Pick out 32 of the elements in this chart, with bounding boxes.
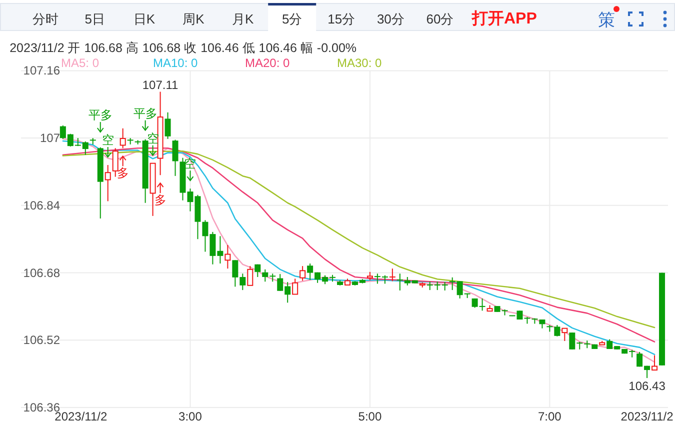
tab-label: 5分 <box>282 12 302 26</box>
tab-label: 分时 <box>32 12 59 26</box>
tab-label: 60分 <box>426 12 454 26</box>
button-label: 策 <box>598 10 615 30</box>
y-tick-label: 106.68 <box>23 266 60 280</box>
legend-label: MA20: 0 <box>245 56 290 70</box>
tab-label: 日K <box>133 12 156 26</box>
link-label: 打开APP <box>472 10 537 28</box>
x-tick-label: 3:00 <box>178 410 202 424</box>
legend-label: MA10: 0 <box>153 56 198 70</box>
signal-label: 平多 <box>133 106 158 120</box>
y-tick-label: 107.16 <box>23 64 60 78</box>
tab-label: 5日 <box>84 12 106 26</box>
legend-label: MA5: 0 <box>61 56 100 70</box>
tab-label: 月K <box>232 12 254 26</box>
subtitle: 2023/11/2 开 106.68 高 106.68 收 106.46 低 106.46 幅 -0.00% <box>10 41 357 55</box>
x-tick-label: 2023/11/2 <box>620 410 674 424</box>
extreme-label: 107.11 <box>142 78 178 92</box>
signal-label: 多 <box>154 193 166 208</box>
x-tick-label: 5:00 <box>358 410 382 424</box>
y-tick-label: 106.84 <box>23 198 60 212</box>
tab-label: 周K <box>182 12 204 26</box>
extreme-label: 106.43 <box>628 378 666 393</box>
x-tick-label: 7:00 <box>538 410 562 424</box>
signal-label: 多 <box>116 166 129 180</box>
tab-label: 30分 <box>376 12 404 26</box>
tab-label: 15分 <box>328 12 356 26</box>
legend-label: MA30: 0 <box>337 56 382 70</box>
signal-label: 平多 <box>88 108 112 122</box>
signal-label: 空 <box>102 133 114 147</box>
y-tick-label: 107 <box>40 131 60 146</box>
y-tick-label: 106.52 <box>23 333 60 348</box>
